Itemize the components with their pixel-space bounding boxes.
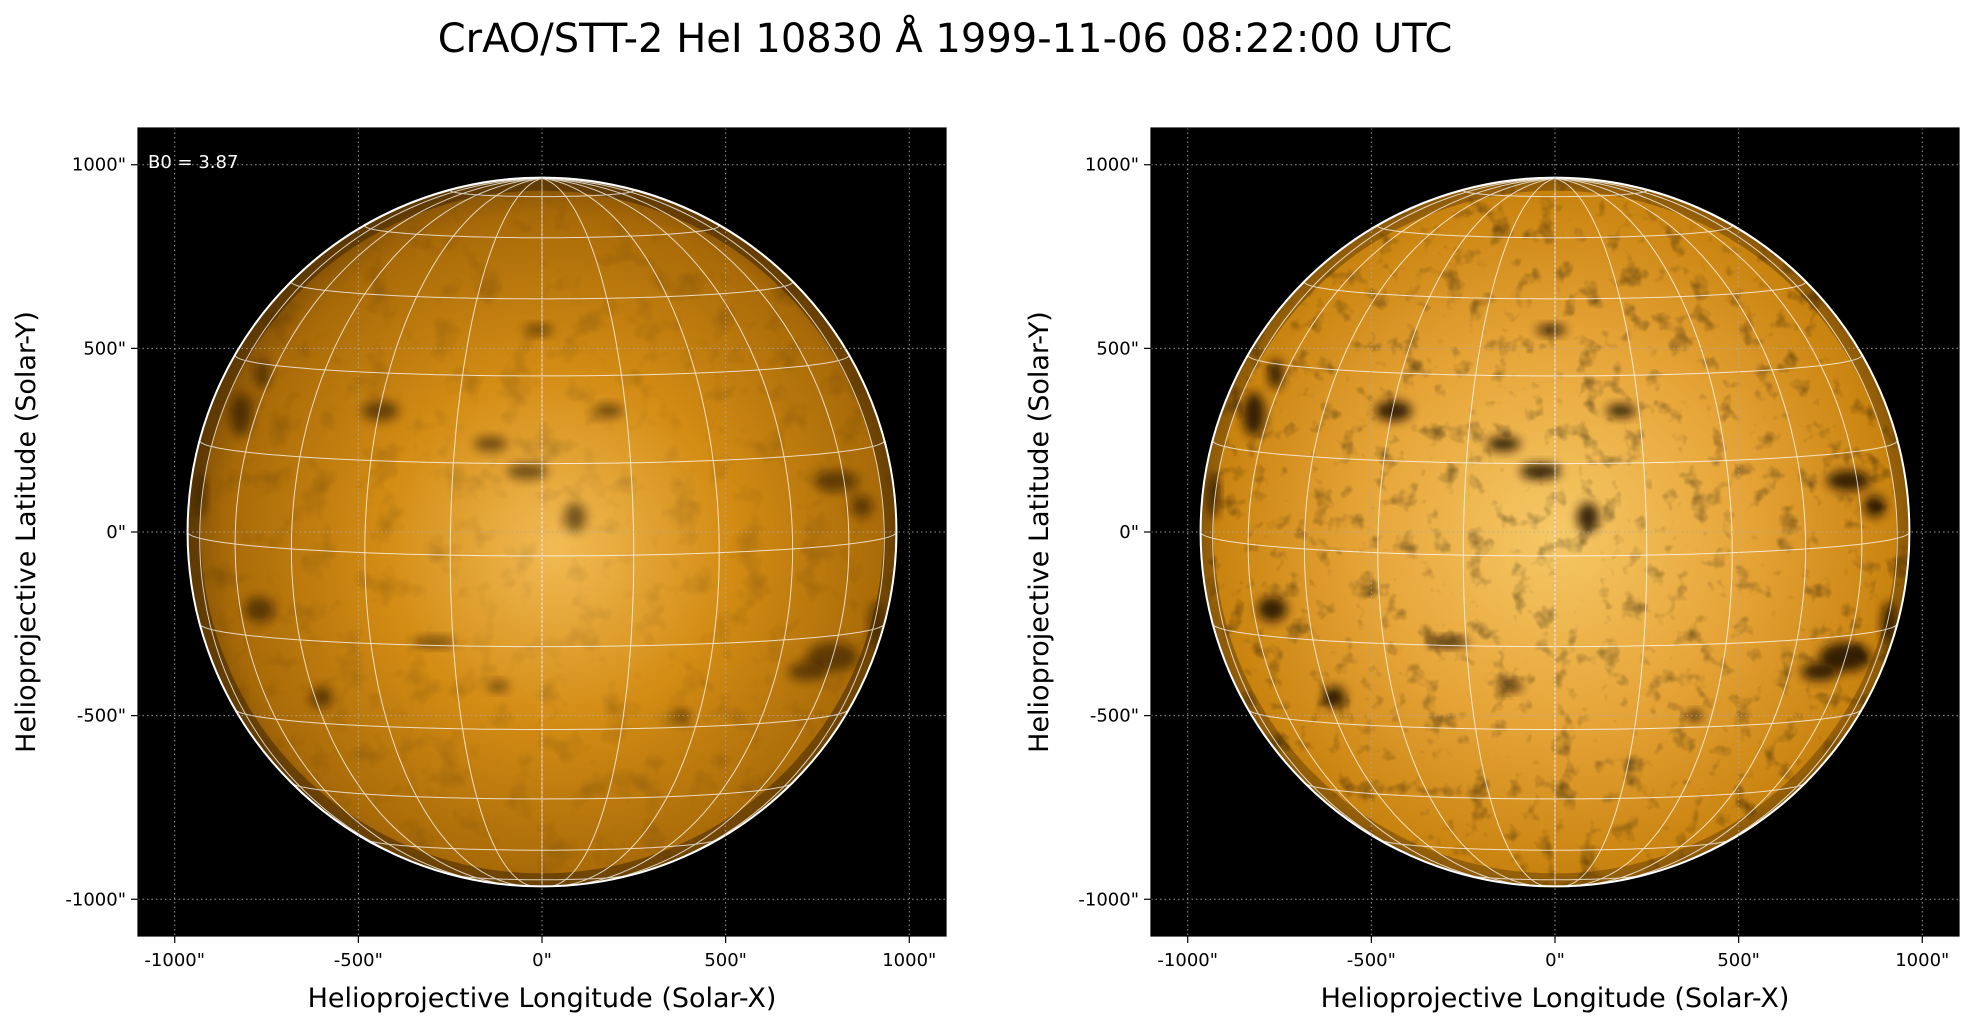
longitude-line: [541, 177, 635, 887]
dark-feature: [1207, 473, 1219, 518]
y-tick-label: 1000": [1085, 155, 1139, 176]
dark-feature: [674, 710, 689, 721]
dark-feature: [362, 400, 399, 422]
y-tick-label: 0": [106, 522, 126, 543]
dark-feature: [564, 502, 587, 532]
y-axis-ticks: 1000" 500" 0" -500" -1000": [1078, 155, 1151, 910]
longitude-line: [1212, 177, 1556, 880]
y-axis-label: Helioprojective Latitude (Solar-Y): [1024, 311, 1055, 753]
longitude-line: [199, 177, 543, 880]
longitude-line: [541, 177, 720, 887]
dark-feature: [229, 392, 252, 437]
dark-feature: [255, 359, 271, 389]
dark-feature: [1881, 601, 1897, 646]
dark-feature: [1499, 681, 1522, 692]
dark-feature: [1487, 436, 1521, 452]
dark-feature: [1520, 463, 1561, 480]
x-tick-label: 500": [1717, 950, 1760, 971]
dark-feature: [813, 470, 858, 491]
dark-feature: [593, 404, 623, 418]
longitude-line: [290, 177, 543, 887]
dark-feature: [850, 495, 873, 518]
figure-title: CrAO/STT-2 HeI 10830 Å 1999-11-06 08:22:…: [438, 14, 1453, 62]
y-tick-label: -500": [77, 706, 126, 727]
dark-feature: [310, 686, 333, 709]
dark-feature: [1826, 470, 1871, 491]
y-tick-label: 1000": [72, 155, 126, 176]
x-axis-label: Helioprojective Longitude (Solar-X): [308, 983, 777, 1014]
dark-feature: [1323, 686, 1346, 709]
longitude-line: [1462, 177, 1556, 887]
x-tick-label: 1000": [882, 950, 936, 971]
longitude-line: [1554, 177, 1807, 887]
x-axis-label: Helioprojective Longitude (Solar-X): [1321, 983, 1790, 1014]
longitude-line: [1554, 177, 1733, 887]
x-tick-label: 1000": [1895, 950, 1949, 971]
longitude-line: [1377, 177, 1556, 887]
longitude-line: [541, 177, 794, 887]
dark-feature: [1257, 596, 1287, 622]
dark-feature: [523, 324, 554, 336]
dark-feature: [1268, 359, 1284, 389]
longitude-line: [1554, 177, 1863, 886]
x-tick-label: -500": [1347, 950, 1396, 971]
panel-right: -1000" -500" 0" 500" 1000"1000"500"0"-500"-1…: [1024, 127, 1960, 1014]
dark-feature: [474, 436, 508, 452]
x-axis-ticks: -1000" -500" 0" 500" 1000": [1157, 936, 1949, 971]
y-axis-label: Helioprojective Latitude (Solar-Y): [11, 311, 42, 753]
y-tick-label: -1000": [1078, 889, 1139, 910]
longitude-line: [1303, 177, 1556, 887]
x-tick-label: -500": [334, 950, 383, 971]
dark-feature: [788, 662, 825, 681]
x-tick-label: 0": [532, 950, 552, 971]
dark-feature: [1863, 495, 1886, 518]
dark-feature: [1375, 400, 1412, 422]
longitude-line: [541, 177, 885, 880]
dark-feature: [244, 596, 274, 622]
panel-left: -1000" -500" 0" 500" 1000"1000"500"0"-500"-1…: [11, 127, 947, 1014]
x-tick-label: -1000": [144, 950, 205, 971]
panels: -1000" -500" 0" 500" 1000"1000"500"0"-500"-1…: [11, 127, 1960, 1014]
dark-feature: [486, 681, 509, 692]
y-tick-label: 500": [1096, 338, 1139, 359]
x-tick-label: -1000": [1157, 950, 1218, 971]
b0-annotation: B0 = 3.87: [148, 152, 238, 173]
dark-feature: [1687, 710, 1702, 721]
x-axis-ticks: -1000" -500" 0" 500" 1000": [144, 936, 936, 971]
dark-feature: [1606, 404, 1636, 418]
longitude-line: [1554, 177, 1648, 887]
longitude-line: [1247, 177, 1556, 886]
longitude-line: [541, 177, 850, 886]
dark-feature: [507, 463, 548, 480]
dark-feature: [1242, 392, 1265, 437]
dark-feature: [1801, 662, 1838, 681]
dark-feature: [1577, 502, 1600, 532]
y-tick-label: 500": [83, 338, 126, 359]
y-tick-label: -500": [1090, 706, 1139, 727]
longitude-line: [449, 177, 543, 887]
longitude-line: [364, 177, 543, 887]
y-tick-label: -1000": [65, 889, 126, 910]
longitude-line: [1554, 177, 1898, 880]
dark-feature: [1536, 324, 1567, 336]
x-tick-label: 0": [1545, 950, 1565, 971]
y-tick-label: 0": [1119, 522, 1139, 543]
longitude-line: [234, 177, 543, 886]
y-axis-ticks: 1000" 500" 0" -500" -1000": [65, 155, 138, 910]
x-tick-label: 500": [704, 950, 747, 971]
